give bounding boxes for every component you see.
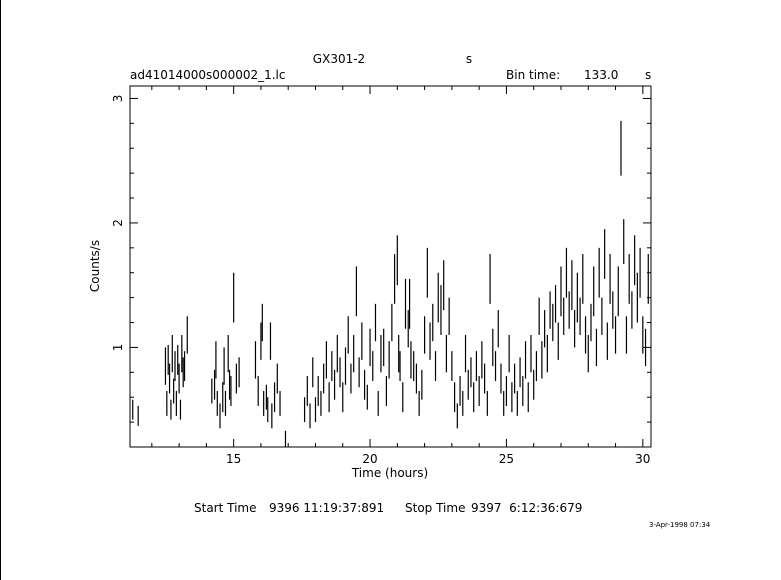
chart-title: GX301-2 bbox=[313, 52, 365, 66]
x-axis-label: Time (hours) bbox=[351, 466, 428, 480]
x-tick-labels: 15 20 25 30 bbox=[226, 452, 650, 466]
bin-time-label: Bin time: bbox=[506, 68, 560, 82]
y-axis-label: Counts/s bbox=[88, 240, 102, 292]
filename-label: ad41014000s000002_1.lc bbox=[130, 68, 286, 82]
axis-ticks bbox=[130, 86, 651, 447]
date-stamp: 3-Apr-1998 07:34 bbox=[649, 521, 711, 529]
plot-frame bbox=[129, 85, 652, 448]
y-tick-label: 1 bbox=[111, 344, 125, 352]
y-tick-label: 2 bbox=[111, 219, 125, 227]
data-points bbox=[132, 120, 649, 447]
x-tick-label: 30 bbox=[635, 452, 650, 466]
window-edge bbox=[0, 0, 1, 580]
x-tick-label: 15 bbox=[226, 452, 241, 466]
x-tick-label: 25 bbox=[499, 452, 514, 466]
y-tick-labels: 1 2 3 bbox=[111, 95, 125, 352]
y-tick-label: 3 bbox=[111, 95, 125, 103]
start-time-label: Start Time bbox=[194, 501, 257, 515]
bin-time-unit: s bbox=[645, 68, 651, 82]
x-tick-label: 20 bbox=[362, 452, 377, 466]
bin-time-value: 133.0 bbox=[584, 68, 618, 82]
stop-time-value: 9397 6:12:36:679 bbox=[471, 501, 583, 515]
start-time-value: 9396 11:19:37:891 bbox=[269, 501, 385, 515]
title-suffix: s bbox=[466, 52, 472, 66]
stop-time-label: Stop Time bbox=[405, 501, 466, 515]
